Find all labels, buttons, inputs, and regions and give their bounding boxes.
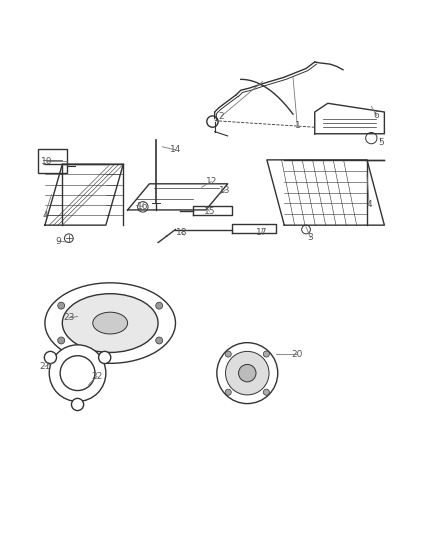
- Text: 22: 22: [92, 372, 103, 381]
- Text: 6: 6: [374, 111, 379, 120]
- Text: 1: 1: [294, 122, 300, 131]
- Text: 15: 15: [204, 207, 215, 216]
- Circle shape: [60, 356, 95, 391]
- Circle shape: [49, 345, 106, 401]
- Ellipse shape: [93, 312, 127, 334]
- Text: 9: 9: [55, 237, 61, 246]
- Text: 4: 4: [366, 200, 372, 209]
- Circle shape: [225, 389, 231, 395]
- Text: 20: 20: [292, 350, 303, 359]
- Text: 10: 10: [41, 157, 53, 166]
- Text: 21: 21: [39, 362, 51, 371]
- FancyBboxPatch shape: [39, 149, 67, 173]
- Ellipse shape: [45, 283, 176, 364]
- Text: 13: 13: [219, 186, 231, 195]
- Circle shape: [263, 351, 269, 357]
- Circle shape: [44, 351, 57, 364]
- Circle shape: [239, 365, 256, 382]
- Text: 4: 4: [42, 211, 48, 220]
- Circle shape: [156, 302, 162, 309]
- Circle shape: [58, 302, 65, 309]
- Circle shape: [225, 351, 231, 357]
- Circle shape: [58, 337, 65, 344]
- Text: 23: 23: [63, 313, 74, 322]
- Text: 16: 16: [137, 202, 148, 211]
- Circle shape: [226, 351, 269, 395]
- Circle shape: [99, 351, 111, 364]
- Text: 14: 14: [170, 146, 181, 155]
- Circle shape: [217, 343, 278, 403]
- Circle shape: [263, 389, 269, 395]
- Text: 2: 2: [219, 112, 224, 121]
- Text: 12: 12: [205, 177, 217, 186]
- Text: 17: 17: [256, 229, 268, 238]
- Text: 3: 3: [307, 233, 313, 242]
- Ellipse shape: [62, 294, 158, 352]
- Circle shape: [156, 337, 162, 344]
- Text: 5: 5: [378, 138, 384, 147]
- Text: 18: 18: [176, 228, 188, 237]
- Circle shape: [71, 398, 84, 410]
